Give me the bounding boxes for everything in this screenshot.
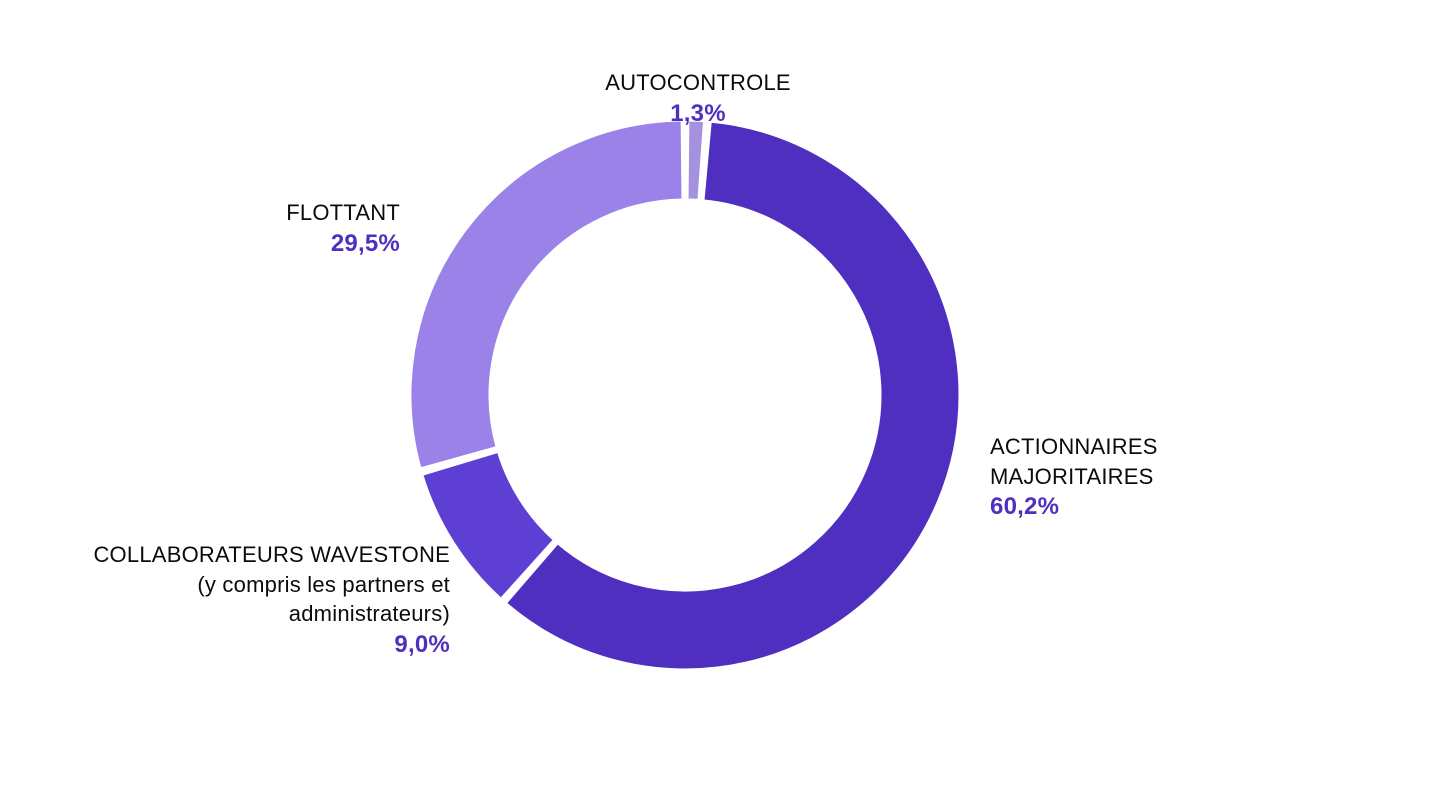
slice-label-actionnaires: ACTIONNAIRESMAJORITAIRES60,2% <box>990 432 1310 524</box>
slice-label-title: MAJORITAIRES <box>990 462 1310 492</box>
slice-label-flottant: FLOTTANT29,5% <box>250 198 400 260</box>
donut-slice-autocontrole <box>687 120 705 200</box>
slice-label-autocontrole: AUTOCONTROLE1,3% <box>588 68 808 130</box>
slice-label-subtitle: (y compris les partners et <box>90 570 450 600</box>
slice-label-title: COLLABORATEURS WAVESTONE <box>90 540 450 570</box>
slice-label-title: AUTOCONTROLE <box>588 68 808 98</box>
donut-chart-container: AUTOCONTROLE1,3% ACTIONNAIRESMAJORITAIRES… <box>0 0 1440 810</box>
slice-label-collaborateurs: COLLABORATEURS WAVESTONE(y compris les p… <box>90 540 450 661</box>
donut-slice-flottant <box>410 120 683 469</box>
slice-label-percent: 60,2% <box>990 491 1310 523</box>
slice-label-subtitle: administrateurs) <box>90 599 450 629</box>
slice-label-percent: 1,3% <box>588 98 808 130</box>
slice-label-percent: 29,5% <box>250 228 400 260</box>
slice-label-title: ACTIONNAIRES <box>990 432 1310 462</box>
slice-label-title: FLOTTANT <box>250 198 400 228</box>
slice-label-percent: 9,0% <box>90 629 450 661</box>
